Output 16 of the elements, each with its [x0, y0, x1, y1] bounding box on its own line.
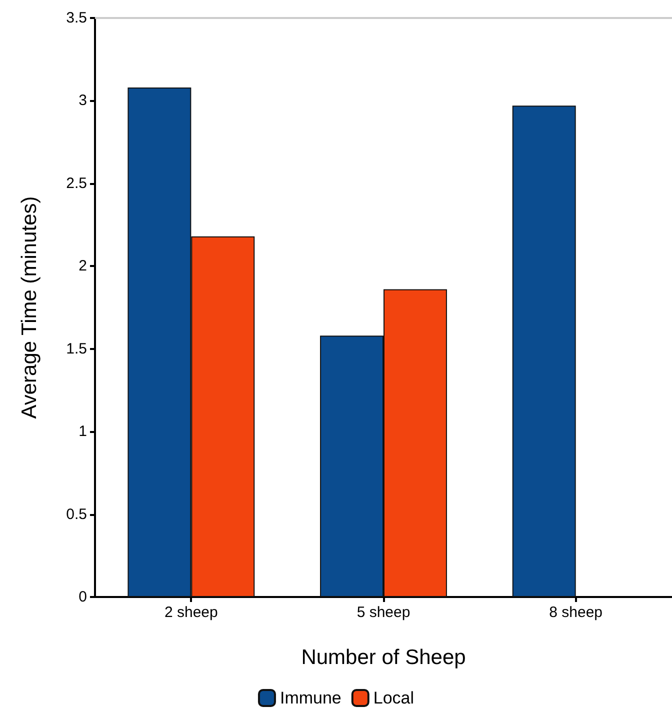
bar — [512, 106, 576, 597]
y-tick-label: 3 — [78, 92, 87, 110]
legend-label: Local — [373, 688, 414, 708]
y-tick-label: 1 — [78, 423, 87, 440]
y-tick-label: 3.5 — [66, 10, 87, 26]
y-tick-label: 1.5 — [66, 340, 87, 358]
y-tick-label: 0.5 — [66, 506, 87, 523]
y-axis-title: Average Time (minutes) — [18, 196, 41, 419]
y-tick-label: 2 — [78, 258, 87, 275]
x-tick-label: 8 sheep — [549, 604, 603, 621]
x-tick-label: 5 sheep — [356, 604, 410, 621]
x-tick-label: 2 sheep — [164, 604, 218, 621]
y-tick-label: 0 — [78, 588, 87, 606]
legend-label: Immune — [280, 688, 342, 708]
x-axis-title: Number of Sheep — [301, 646, 466, 669]
y-tick-label: 2.5 — [66, 174, 87, 192]
